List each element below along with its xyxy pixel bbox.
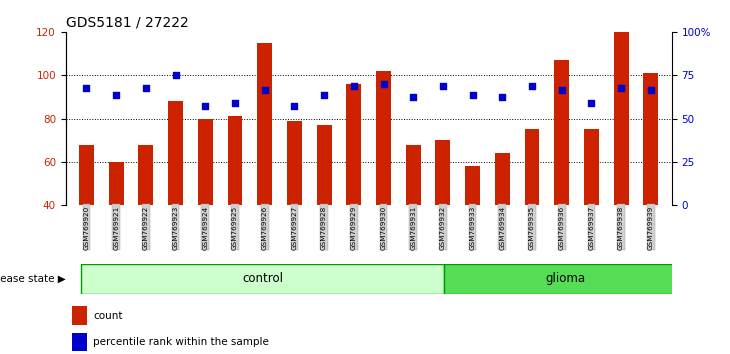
Bar xyxy=(72,333,87,351)
Bar xyxy=(495,153,510,205)
Point xyxy=(140,85,152,91)
Text: control: control xyxy=(242,272,283,285)
Text: percentile rank within the sample: percentile rank within the sample xyxy=(93,337,269,347)
Text: GSM769936: GSM769936 xyxy=(558,205,565,250)
Bar xyxy=(376,71,391,205)
Text: GSM769937: GSM769937 xyxy=(588,205,594,250)
Text: count: count xyxy=(93,311,123,321)
Text: GSM769933: GSM769933 xyxy=(469,205,476,250)
Text: GSM769932: GSM769932 xyxy=(440,205,446,250)
Point xyxy=(437,83,449,89)
Bar xyxy=(109,162,123,205)
Text: GSM769929: GSM769929 xyxy=(351,205,357,250)
Point xyxy=(556,87,567,93)
Bar xyxy=(525,130,539,205)
Text: GSM769931: GSM769931 xyxy=(410,205,416,250)
Text: GSM769930: GSM769930 xyxy=(380,205,386,250)
Point xyxy=(170,73,182,78)
Bar xyxy=(287,121,301,205)
Point xyxy=(377,81,389,87)
Point xyxy=(615,85,627,91)
Text: GSM769923: GSM769923 xyxy=(172,205,179,250)
Point xyxy=(288,103,300,108)
Point xyxy=(496,94,508,100)
Bar xyxy=(168,101,183,205)
Point xyxy=(80,85,92,91)
Point xyxy=(348,83,360,89)
Point xyxy=(318,92,330,98)
Text: GSM769935: GSM769935 xyxy=(529,205,535,250)
Point xyxy=(110,92,122,98)
Bar xyxy=(198,119,212,205)
Bar xyxy=(584,130,599,205)
Text: GSM769934: GSM769934 xyxy=(499,205,505,250)
Point xyxy=(645,87,657,93)
Text: GSM769928: GSM769928 xyxy=(321,205,327,250)
Point xyxy=(407,94,419,100)
Bar xyxy=(139,144,153,205)
Bar xyxy=(554,60,569,205)
Point xyxy=(199,103,211,108)
Text: GSM769925: GSM769925 xyxy=(232,205,238,250)
Text: GSM769939: GSM769939 xyxy=(648,205,654,250)
Bar xyxy=(317,125,331,205)
Bar xyxy=(406,144,420,205)
Text: GSM769922: GSM769922 xyxy=(143,205,149,250)
Point xyxy=(526,83,538,89)
Bar xyxy=(445,264,687,294)
Text: GSM769924: GSM769924 xyxy=(202,205,208,250)
Bar xyxy=(643,73,658,205)
Point xyxy=(259,87,271,93)
Point xyxy=(229,101,241,106)
Text: GSM769920: GSM769920 xyxy=(83,205,90,250)
Text: GDS5181 / 27222: GDS5181 / 27222 xyxy=(66,15,188,29)
Point xyxy=(585,101,597,106)
Bar xyxy=(436,140,450,205)
Bar xyxy=(79,144,94,205)
Bar xyxy=(228,116,242,205)
Text: glioma: glioma xyxy=(545,272,585,285)
Point xyxy=(466,92,478,98)
Bar xyxy=(465,166,480,205)
Bar xyxy=(614,32,629,205)
Bar xyxy=(72,306,87,325)
Text: GSM769921: GSM769921 xyxy=(113,205,119,250)
Text: GSM769927: GSM769927 xyxy=(291,205,297,250)
Bar xyxy=(81,264,445,294)
Text: GSM769938: GSM769938 xyxy=(618,205,624,250)
Bar xyxy=(346,84,361,205)
Bar xyxy=(257,43,272,205)
Text: disease state ▶: disease state ▶ xyxy=(0,274,66,284)
Text: GSM769926: GSM769926 xyxy=(261,205,268,250)
